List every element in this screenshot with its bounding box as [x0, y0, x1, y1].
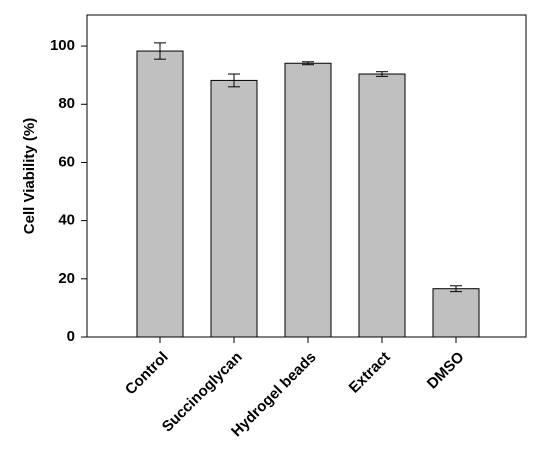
bar	[210, 79, 258, 338]
bar	[136, 50, 184, 338]
error-bar	[228, 73, 240, 88]
error-bar	[302, 61, 314, 66]
x-tick-label: Extract	[346, 349, 394, 397]
x-tick-label: DMSO	[424, 348, 468, 392]
y-tick-label: 100	[50, 37, 75, 54]
error-bar	[154, 42, 166, 60]
error-bar	[376, 71, 388, 77]
y-tick-label: 0	[67, 328, 75, 345]
bar	[284, 62, 332, 338]
plot-frame	[86, 14, 527, 338]
y-tick-label: 60	[58, 153, 75, 170]
bar	[358, 73, 406, 338]
y-tick-label: 20	[58, 270, 75, 287]
y-tick-label: 80	[58, 95, 75, 112]
bar	[432, 288, 480, 338]
error-bar	[450, 285, 462, 293]
x-tick-label: Control	[122, 349, 172, 399]
y-axis-label: Cell Viability (%)	[21, 118, 38, 234]
y-tick-label: 40	[58, 212, 75, 229]
